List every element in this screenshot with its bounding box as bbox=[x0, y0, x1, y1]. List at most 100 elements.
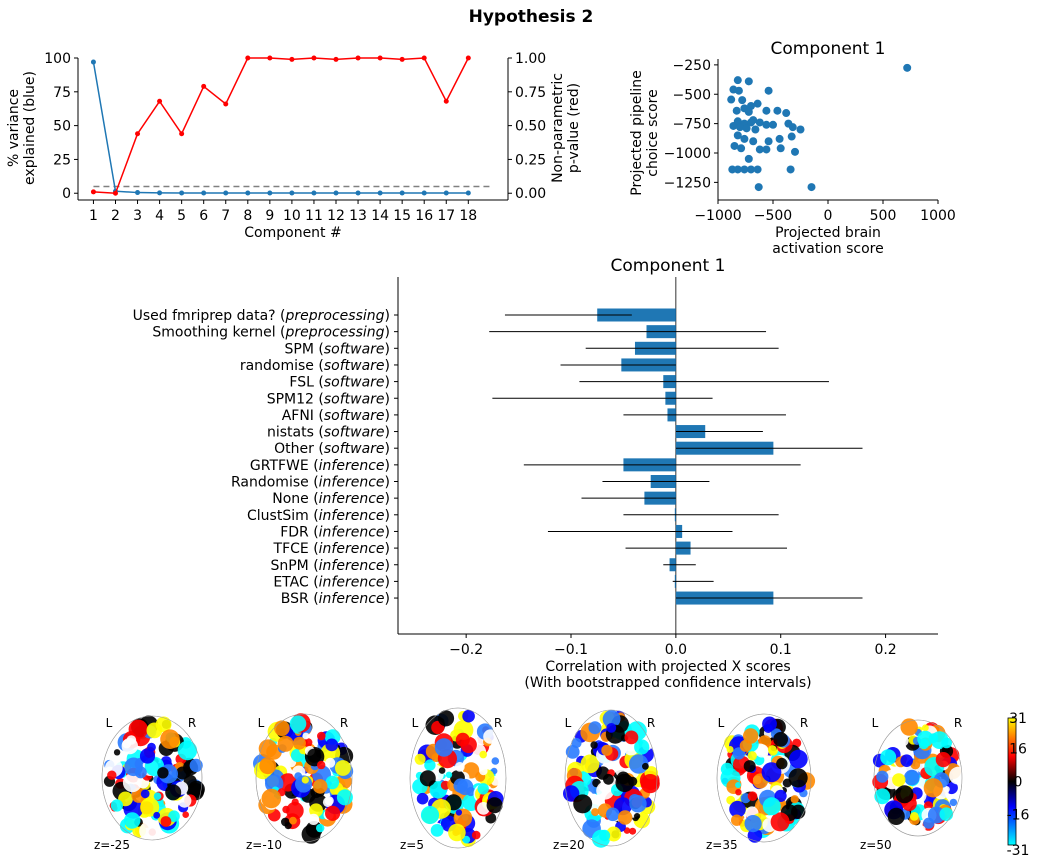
activation-blob bbox=[739, 739, 752, 752]
scatter-point bbox=[807, 183, 816, 192]
bar-label-tag: software bbox=[324, 358, 385, 374]
scatter-point bbox=[782, 109, 791, 118]
activation-blob bbox=[259, 757, 277, 775]
bar-label-name: BSR bbox=[281, 591, 309, 607]
activation-blob bbox=[935, 752, 951, 768]
slice-label: z=5 bbox=[400, 838, 424, 852]
bar-label-tag: inference bbox=[319, 541, 385, 557]
activation-blob bbox=[606, 807, 620, 822]
bar-chart-title: Component 1 bbox=[611, 256, 726, 276]
activation-blob bbox=[629, 827, 637, 835]
scatter-point bbox=[753, 99, 762, 108]
bar-label-tag: software bbox=[324, 391, 385, 407]
activation-blob bbox=[325, 757, 336, 768]
y-right-tick-label: 0.75 bbox=[515, 85, 546, 101]
bar-label-name: GRTFWE bbox=[250, 458, 309, 474]
series-point-left bbox=[421, 190, 427, 196]
scatter-point bbox=[747, 118, 755, 127]
activation-blob bbox=[588, 721, 602, 735]
scatter-point bbox=[786, 165, 795, 174]
bar-label-tag: preprocessing bbox=[285, 325, 385, 341]
x-tick-label: 14 bbox=[371, 208, 389, 224]
bar-label-close: ) bbox=[385, 475, 390, 491]
activation-blob bbox=[941, 737, 952, 749]
scatter-point bbox=[727, 95, 736, 104]
left-orientation-label: L bbox=[106, 716, 113, 730]
activation-blob bbox=[909, 812, 919, 821]
scatter-point bbox=[764, 137, 773, 146]
left-orientation-label: L bbox=[258, 716, 265, 730]
bar-label-name: FDR bbox=[280, 524, 309, 540]
colorbar bbox=[1007, 717, 1017, 846]
activation-blob bbox=[776, 757, 788, 770]
activation-blob bbox=[140, 797, 160, 817]
activation-blob bbox=[726, 746, 734, 753]
activation-blob bbox=[153, 811, 161, 819]
activation-blob bbox=[286, 802, 304, 820]
series-point-right bbox=[245, 55, 251, 61]
bar-label-tag: software bbox=[324, 441, 385, 457]
colorbar-tick-label: 31 bbox=[1009, 711, 1027, 727]
activation-blob bbox=[790, 795, 799, 804]
bar-label-open: ( bbox=[276, 325, 286, 341]
brain-outline bbox=[255, 713, 353, 843]
x-tick-label: 500 bbox=[870, 208, 897, 224]
x-tick-label: 6 bbox=[199, 208, 208, 224]
x-axis-label: Projected brain activation score bbox=[772, 225, 883, 257]
x-tick-label: 18 bbox=[459, 208, 477, 224]
activation-blob bbox=[157, 767, 169, 779]
bar-label-name: AFNI bbox=[282, 408, 314, 424]
series-point-right bbox=[443, 98, 449, 104]
activation-blob bbox=[755, 744, 769, 758]
activation-blob bbox=[479, 750, 488, 759]
slice-label: z=35 bbox=[706, 838, 738, 852]
scatter-point bbox=[742, 124, 751, 133]
bar-label-open: ( bbox=[309, 558, 319, 574]
y-left-tick-label: 0 bbox=[62, 186, 71, 202]
slice-label: z=-10 bbox=[246, 838, 282, 852]
series-point-right bbox=[157, 98, 163, 104]
y-right-label-line: p-value (red) bbox=[566, 83, 582, 173]
activation-blob bbox=[122, 773, 142, 793]
activation-blob bbox=[624, 730, 639, 745]
bar-label-close: ) bbox=[385, 308, 390, 324]
bar-label-open: ( bbox=[309, 508, 319, 524]
bar-label-open: ( bbox=[314, 425, 324, 441]
y-axis-label: Projected pipelinechoice score bbox=[629, 70, 661, 195]
bar-label-open: ( bbox=[309, 524, 319, 540]
activation-blob bbox=[107, 770, 117, 780]
activation-blob bbox=[455, 732, 470, 747]
activation-blob bbox=[617, 810, 633, 825]
x-tick-label: 1000 bbox=[920, 208, 956, 224]
activation-blob bbox=[774, 789, 787, 803]
scatter-title: Component 1 bbox=[771, 39, 886, 59]
scatter-point bbox=[733, 76, 742, 85]
activation-blob bbox=[949, 798, 958, 807]
activation-blob bbox=[591, 808, 600, 817]
figure-title: Hypothesis 2 bbox=[469, 7, 594, 27]
activation-blob bbox=[462, 709, 475, 723]
bar-label-name: SPM12 bbox=[267, 391, 314, 407]
series-point-left bbox=[377, 190, 383, 196]
activation-blob bbox=[307, 748, 322, 763]
series-point-right bbox=[267, 55, 273, 61]
activation-blob bbox=[265, 774, 284, 793]
scatter-point bbox=[755, 118, 764, 127]
series-point-left bbox=[333, 190, 339, 196]
x-tick-label: −0.2 bbox=[449, 642, 483, 658]
activation-blob bbox=[477, 802, 490, 815]
right-orientation-label: R bbox=[494, 716, 502, 730]
series-point-left bbox=[399, 190, 405, 196]
activation-blob bbox=[146, 722, 163, 739]
scatter-point bbox=[776, 144, 785, 153]
y-left-tick-label: 100 bbox=[44, 51, 71, 67]
bar-label-tag: software bbox=[324, 341, 385, 357]
bar-label-close: ) bbox=[385, 558, 390, 574]
slice-label: z=50 bbox=[860, 838, 892, 852]
y-right-axis-label: Non-parametricp-value (red) bbox=[550, 73, 582, 183]
series-point-right bbox=[90, 189, 96, 195]
bar bbox=[597, 308, 676, 322]
bar-label-name: FSL bbox=[289, 375, 314, 391]
scatter-point bbox=[737, 144, 746, 153]
